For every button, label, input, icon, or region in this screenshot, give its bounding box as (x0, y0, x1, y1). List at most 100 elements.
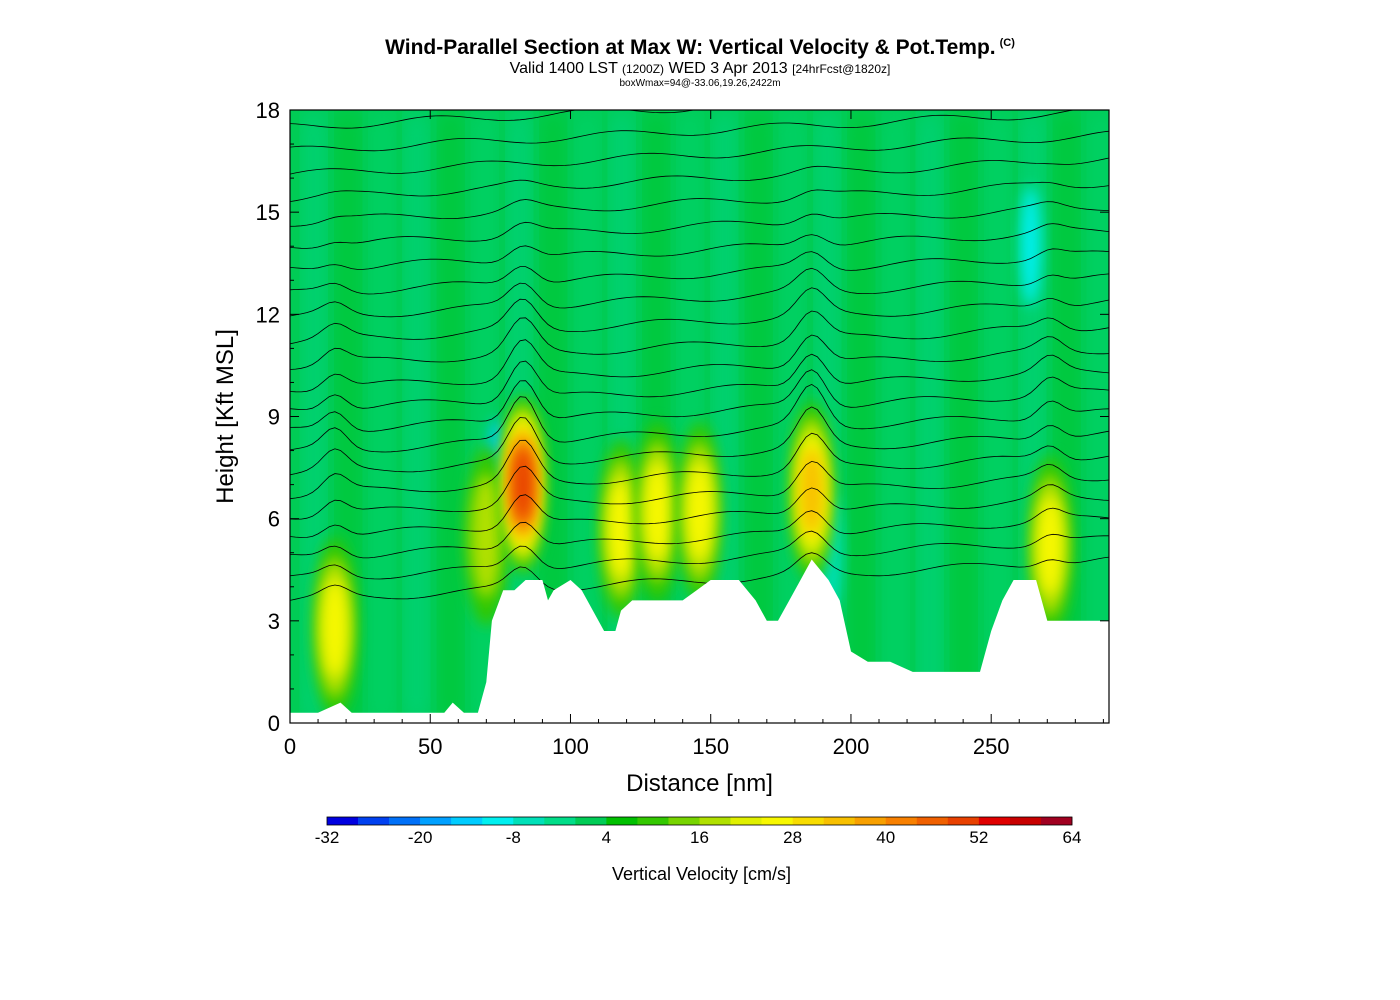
updraft-core (322, 577, 348, 678)
theta-contour-line (290, 110, 697, 129)
theta-contour-line (290, 460, 1109, 520)
field-band (306, 110, 321, 723)
x-tick-label: 100 (552, 734, 589, 759)
field-band (717, 110, 732, 723)
colorbar-tick-label: 64 (1063, 828, 1082, 847)
colorbar-swatch (947, 817, 980, 825)
x-tick-label: 150 (692, 734, 729, 759)
colorbar-tick-label: -20 (408, 828, 433, 847)
field-band (854, 110, 869, 723)
colorbar-swatch (978, 817, 1011, 825)
colorbar-tick-label: -32 (315, 828, 340, 847)
theta-contour-line (290, 383, 1109, 453)
theta-contour-line (290, 223, 1109, 270)
colorbar-swatch (637, 817, 669, 825)
colorbar-swatch (575, 817, 607, 825)
terrain-mask (290, 559, 1109, 723)
colorbar-swatch (606, 817, 638, 825)
colorbar-swatch (327, 817, 359, 825)
theta-contour-line (290, 507, 1109, 559)
updraft-core (1037, 495, 1063, 596)
chart-title: Wind-Parallel Section at Max W: Vertical… (0, 36, 1400, 60)
theta-contour-line (290, 552, 1109, 601)
theta-contour-line (290, 406, 1109, 476)
updraft-core (644, 461, 671, 562)
theta-contour-line (290, 130, 1109, 175)
subtitle-utc: (1200Z) (622, 62, 665, 76)
field-band (409, 110, 424, 723)
colorbar: -32 -20 -8 4 16 28 40 52 64 Vertical Velocity [cm… (315, 816, 1082, 884)
colorbar-swatch (1040, 817, 1073, 825)
colorbar-swatch (1009, 817, 1042, 825)
theta-contour-line (290, 530, 1109, 580)
chart-subtitle: Valid 1400 LST (1200Z) WED 3 Apr 2013 [2… (0, 60, 1400, 78)
field-band (888, 110, 903, 723)
colorbar-swatch (699, 817, 731, 825)
colorbar-swatch (761, 817, 793, 825)
colorbar-swatch (916, 817, 949, 825)
colorbar-swatch (792, 817, 824, 825)
updraft-core (513, 448, 533, 521)
colorbar-swatch (885, 817, 918, 825)
chart-meta: boxWmax=94@-33.06,19.26,2422m (619, 78, 781, 89)
subtitle-forecast: [24hrFcst@1820z] (792, 62, 891, 76)
theta-contours (290, 40, 1109, 601)
x-axis-label: Distance [nm] (626, 770, 773, 797)
x-tick-label: 0 (284, 734, 296, 759)
colorbar-swatch (451, 817, 483, 825)
colorbar-tick-label: -8 (506, 828, 521, 847)
colorbar-tick-label: 4 (602, 828, 611, 847)
field-band (580, 110, 595, 723)
theta-contour-line (290, 287, 1109, 345)
colorbar-swatch (389, 817, 421, 825)
axes: 0 50 100 150 200 250 0 3 6 9 12 15 18 Distance [nm] He… (212, 98, 1109, 797)
field-band (785, 110, 800, 723)
y-tick-label: 3 (268, 609, 280, 634)
theta-contour-line (290, 201, 1109, 249)
theta-contour-line (290, 310, 1109, 370)
y-tick-label: 6 (268, 507, 280, 532)
updraft-core (608, 478, 634, 579)
theta-contour-line (290, 40, 1109, 83)
x-tick-label: 50 (418, 734, 442, 759)
y-tick-label: 15 (256, 200, 280, 225)
theta-contour-line (290, 110, 1077, 152)
field-band (922, 110, 937, 723)
colorbar-swatch (513, 817, 545, 825)
colorbar-swatch (668, 817, 700, 825)
colorbar-swatch (482, 817, 514, 825)
y-tick-label: 9 (268, 405, 280, 430)
theta-contour-line (290, 248, 1109, 295)
colorbar-tick-label: 52 (969, 828, 988, 847)
updraft-core (686, 461, 713, 562)
colorbar-label: Vertical Velocity [cm/s] (612, 864, 791, 884)
chart-title-mark: (C) (999, 37, 1015, 49)
colorbar-tick-label: 28 (783, 828, 802, 847)
theta-contour-line (290, 369, 1109, 432)
x-tick-label: 200 (833, 734, 870, 759)
y-tick-label: 0 (268, 711, 280, 736)
subtitle-valid: Valid 1400 LST (509, 60, 618, 77)
colorbar-swatch (730, 817, 762, 825)
field-band (375, 110, 390, 723)
colorbar-swatch (358, 817, 390, 825)
colorbar-tick-label: 16 (690, 828, 709, 847)
colorbar-swatch (854, 817, 887, 825)
theta-contour-line (290, 157, 1109, 202)
theta-contour-line (290, 62, 1109, 105)
theta-contour-line (290, 353, 1109, 411)
subtitle-date: WED 3 Apr 2013 (668, 60, 788, 77)
y-tick-label: 18 (256, 98, 280, 123)
colorbar-tick-label: 40 (876, 828, 895, 847)
theta-contour-line (290, 181, 1109, 227)
updraft-core (470, 473, 502, 598)
y-axis-label: Height [Kft MSL] (212, 329, 239, 504)
chart-title-text: Wind-Parallel Section at Max W: Vertical… (385, 36, 996, 59)
colorbar-frame (326, 816, 1073, 826)
theta-contour-line (290, 267, 1109, 318)
field-band (477, 110, 492, 723)
theta-contour-line (290, 334, 1109, 393)
field-band (751, 110, 766, 723)
y-tick-label: 12 (256, 302, 280, 327)
